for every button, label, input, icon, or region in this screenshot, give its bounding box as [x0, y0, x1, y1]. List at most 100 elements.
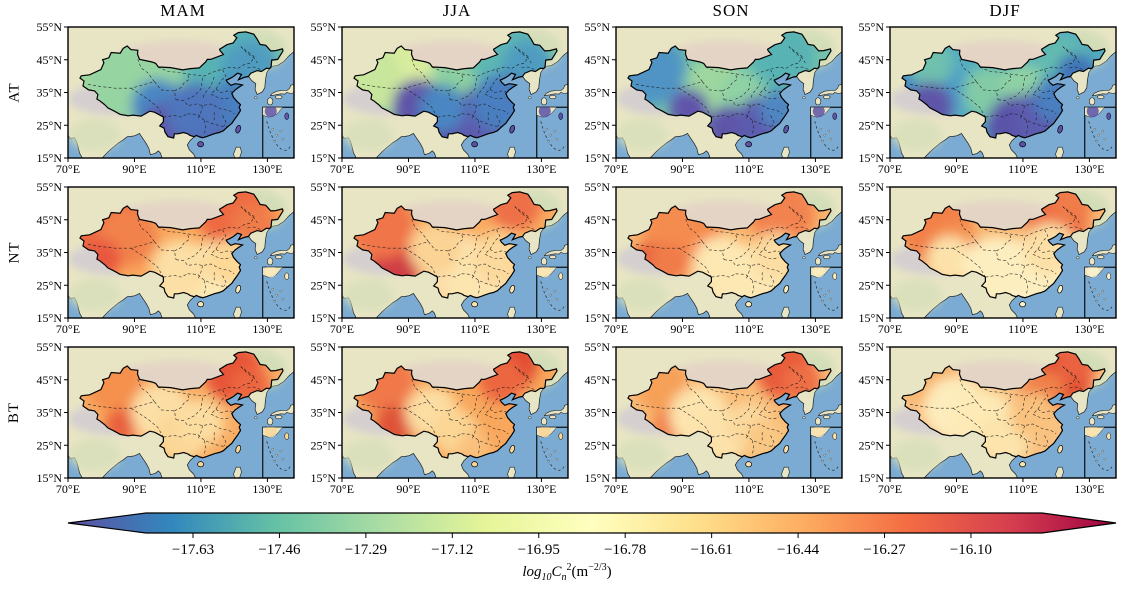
island-taiwan — [783, 124, 789, 134]
x-tick-label: 130°E — [800, 482, 830, 496]
y-tick-label: 35°N — [37, 406, 63, 420]
y-tick-label: 25°N — [585, 438, 611, 452]
island-shikoku — [549, 95, 557, 100]
island-taiwan — [783, 444, 789, 454]
y-tick-label: 45°N — [585, 53, 611, 67]
island-cheju — [802, 96, 806, 99]
y-tick-label: 45°N — [37, 373, 63, 387]
panel-grid: AT 70°E 90°E 110°E 130°E 55°N 45°N 35°N 25°N 15°… — [6, 20, 1128, 501]
island-luzon — [781, 306, 790, 318]
island-taiwan — [509, 124, 515, 134]
china-outline — [627, 351, 832, 459]
y-tick-label: 35°N — [37, 86, 63, 100]
island-hainan — [745, 301, 752, 308]
island-hainan — [471, 141, 478, 148]
y-tick-label: 45°N — [859, 53, 885, 67]
colorbar-tick-label: −16.44 — [777, 542, 820, 558]
colorbar-label-unit-close: ) — [606, 564, 612, 580]
island-hainan — [745, 141, 752, 148]
column-title-MAM: MAM — [160, 1, 206, 20]
colorbar-bar: −17.63 −17.46 −17.29 −17.12 −16.95 −16.78 −16.… — [67, 512, 1117, 558]
island-luzon — [233, 466, 242, 478]
colorbar-label-lead-sub: 10 — [541, 572, 552, 583]
y-tick-label: 15°N — [859, 471, 885, 485]
colorbar-tick-label: −17.63 — [172, 542, 214, 558]
map-panel-AT-DJF: 70°E 90°E 110°E 130°E 55°N 45°N 35°N 25°N 15°N — [859, 20, 1117, 176]
y-tick-label: 15°N — [311, 151, 337, 165]
scs-inset — [536, 106, 568, 158]
y-tick-label: 25°N — [37, 278, 63, 292]
colorbar-gradient — [67, 512, 1117, 534]
x-tick-label: 90°E — [944, 322, 968, 336]
china-outline — [901, 351, 1106, 459]
colorbar-tick-label: −16.78 — [604, 542, 646, 558]
x-tick-label: 90°E — [944, 482, 968, 496]
x-tick-label: 70°E — [878, 482, 902, 496]
island-taiwan — [235, 124, 241, 134]
x-tick-label: 130°E — [252, 482, 282, 496]
x-tick-label: 130°E — [526, 162, 556, 176]
y-tick-label: 15°N — [311, 311, 337, 325]
island-shikoku — [823, 415, 831, 420]
x-tick-label: 130°E — [1074, 482, 1104, 496]
island-shikoku — [549, 415, 557, 420]
x-tick-label: 130°E — [252, 162, 282, 176]
y-tick-label: 55°N — [859, 181, 885, 194]
colorbar-label-unit-sup: −2/3 — [588, 562, 607, 573]
x-tick-label: 90°E — [122, 322, 146, 336]
island-kyushu — [1088, 417, 1096, 426]
colorbar-label-symbol-sup: 2 — [566, 562, 572, 573]
island-luzon — [507, 466, 516, 478]
y-tick-label: 35°N — [311, 406, 337, 420]
island-honshu — [1091, 83, 1116, 97]
island-shikoku — [1097, 415, 1105, 420]
scs-inset — [810, 106, 842, 158]
y-tick-label: 35°N — [859, 246, 885, 260]
colorbar-tick-label: −16.95 — [518, 542, 560, 558]
x-tick-label: 110°E — [186, 162, 216, 176]
x-tick-label: 110°E — [1008, 482, 1038, 496]
y-tick-label: 35°N — [585, 246, 611, 260]
y-tick-label: 45°N — [37, 213, 63, 227]
island-shikoku — [823, 95, 831, 100]
china-outline — [353, 31, 558, 139]
y-tick-label: 35°N — [585, 406, 611, 420]
y-tick-label: 15°N — [585, 471, 611, 485]
map-panel-AT-JJA: 70°E 90°E 110°E 130°E 55°N 45°N 35°N 25°N 15°N — [311, 20, 569, 176]
y-tick-label: 35°N — [311, 246, 337, 260]
island-shikoku — [823, 255, 831, 260]
y-tick-label: 55°N — [585, 341, 611, 354]
scs-inset — [1084, 106, 1116, 158]
scs-inset — [536, 266, 568, 318]
island-hainan — [197, 301, 204, 308]
island-cheju — [802, 416, 806, 419]
china-outline — [901, 31, 1106, 139]
x-tick-label: 70°E — [56, 482, 80, 496]
y-tick-label: 55°N — [37, 341, 63, 354]
y-tick-label: 25°N — [859, 118, 885, 132]
island-luzon — [781, 146, 790, 158]
island-hainan — [1019, 461, 1026, 468]
x-tick-label: 70°E — [330, 322, 354, 336]
x-tick-label: 110°E — [460, 162, 490, 176]
island-honshu — [817, 243, 842, 257]
map-panel-BT-SON: 70°E 90°E 110°E 130°E 55°N 45°N 35°N 25°N 15°N — [585, 340, 843, 496]
island-taiwan — [1057, 284, 1063, 294]
island-taiwan — [1057, 124, 1063, 134]
row-label-NT: NT — [6, 181, 24, 341]
y-tick-label: 15°N — [311, 471, 337, 485]
x-tick-label: 70°E — [604, 482, 628, 496]
x-tick-label: 130°E — [800, 322, 830, 336]
colorbar-label-unit: (m — [571, 564, 589, 580]
island-taiwan — [509, 284, 515, 294]
china-outline — [79, 351, 284, 459]
island-kyushu — [814, 97, 822, 106]
colorbar-tick-label: −17.29 — [345, 542, 387, 558]
y-tick-label: 45°N — [585, 373, 611, 387]
scs-inset — [536, 426, 568, 478]
island-luzon — [781, 466, 790, 478]
island-kyushu — [1088, 257, 1096, 266]
island-cheju — [1076, 256, 1080, 259]
colorbar-label-symbol: C — [551, 564, 562, 580]
